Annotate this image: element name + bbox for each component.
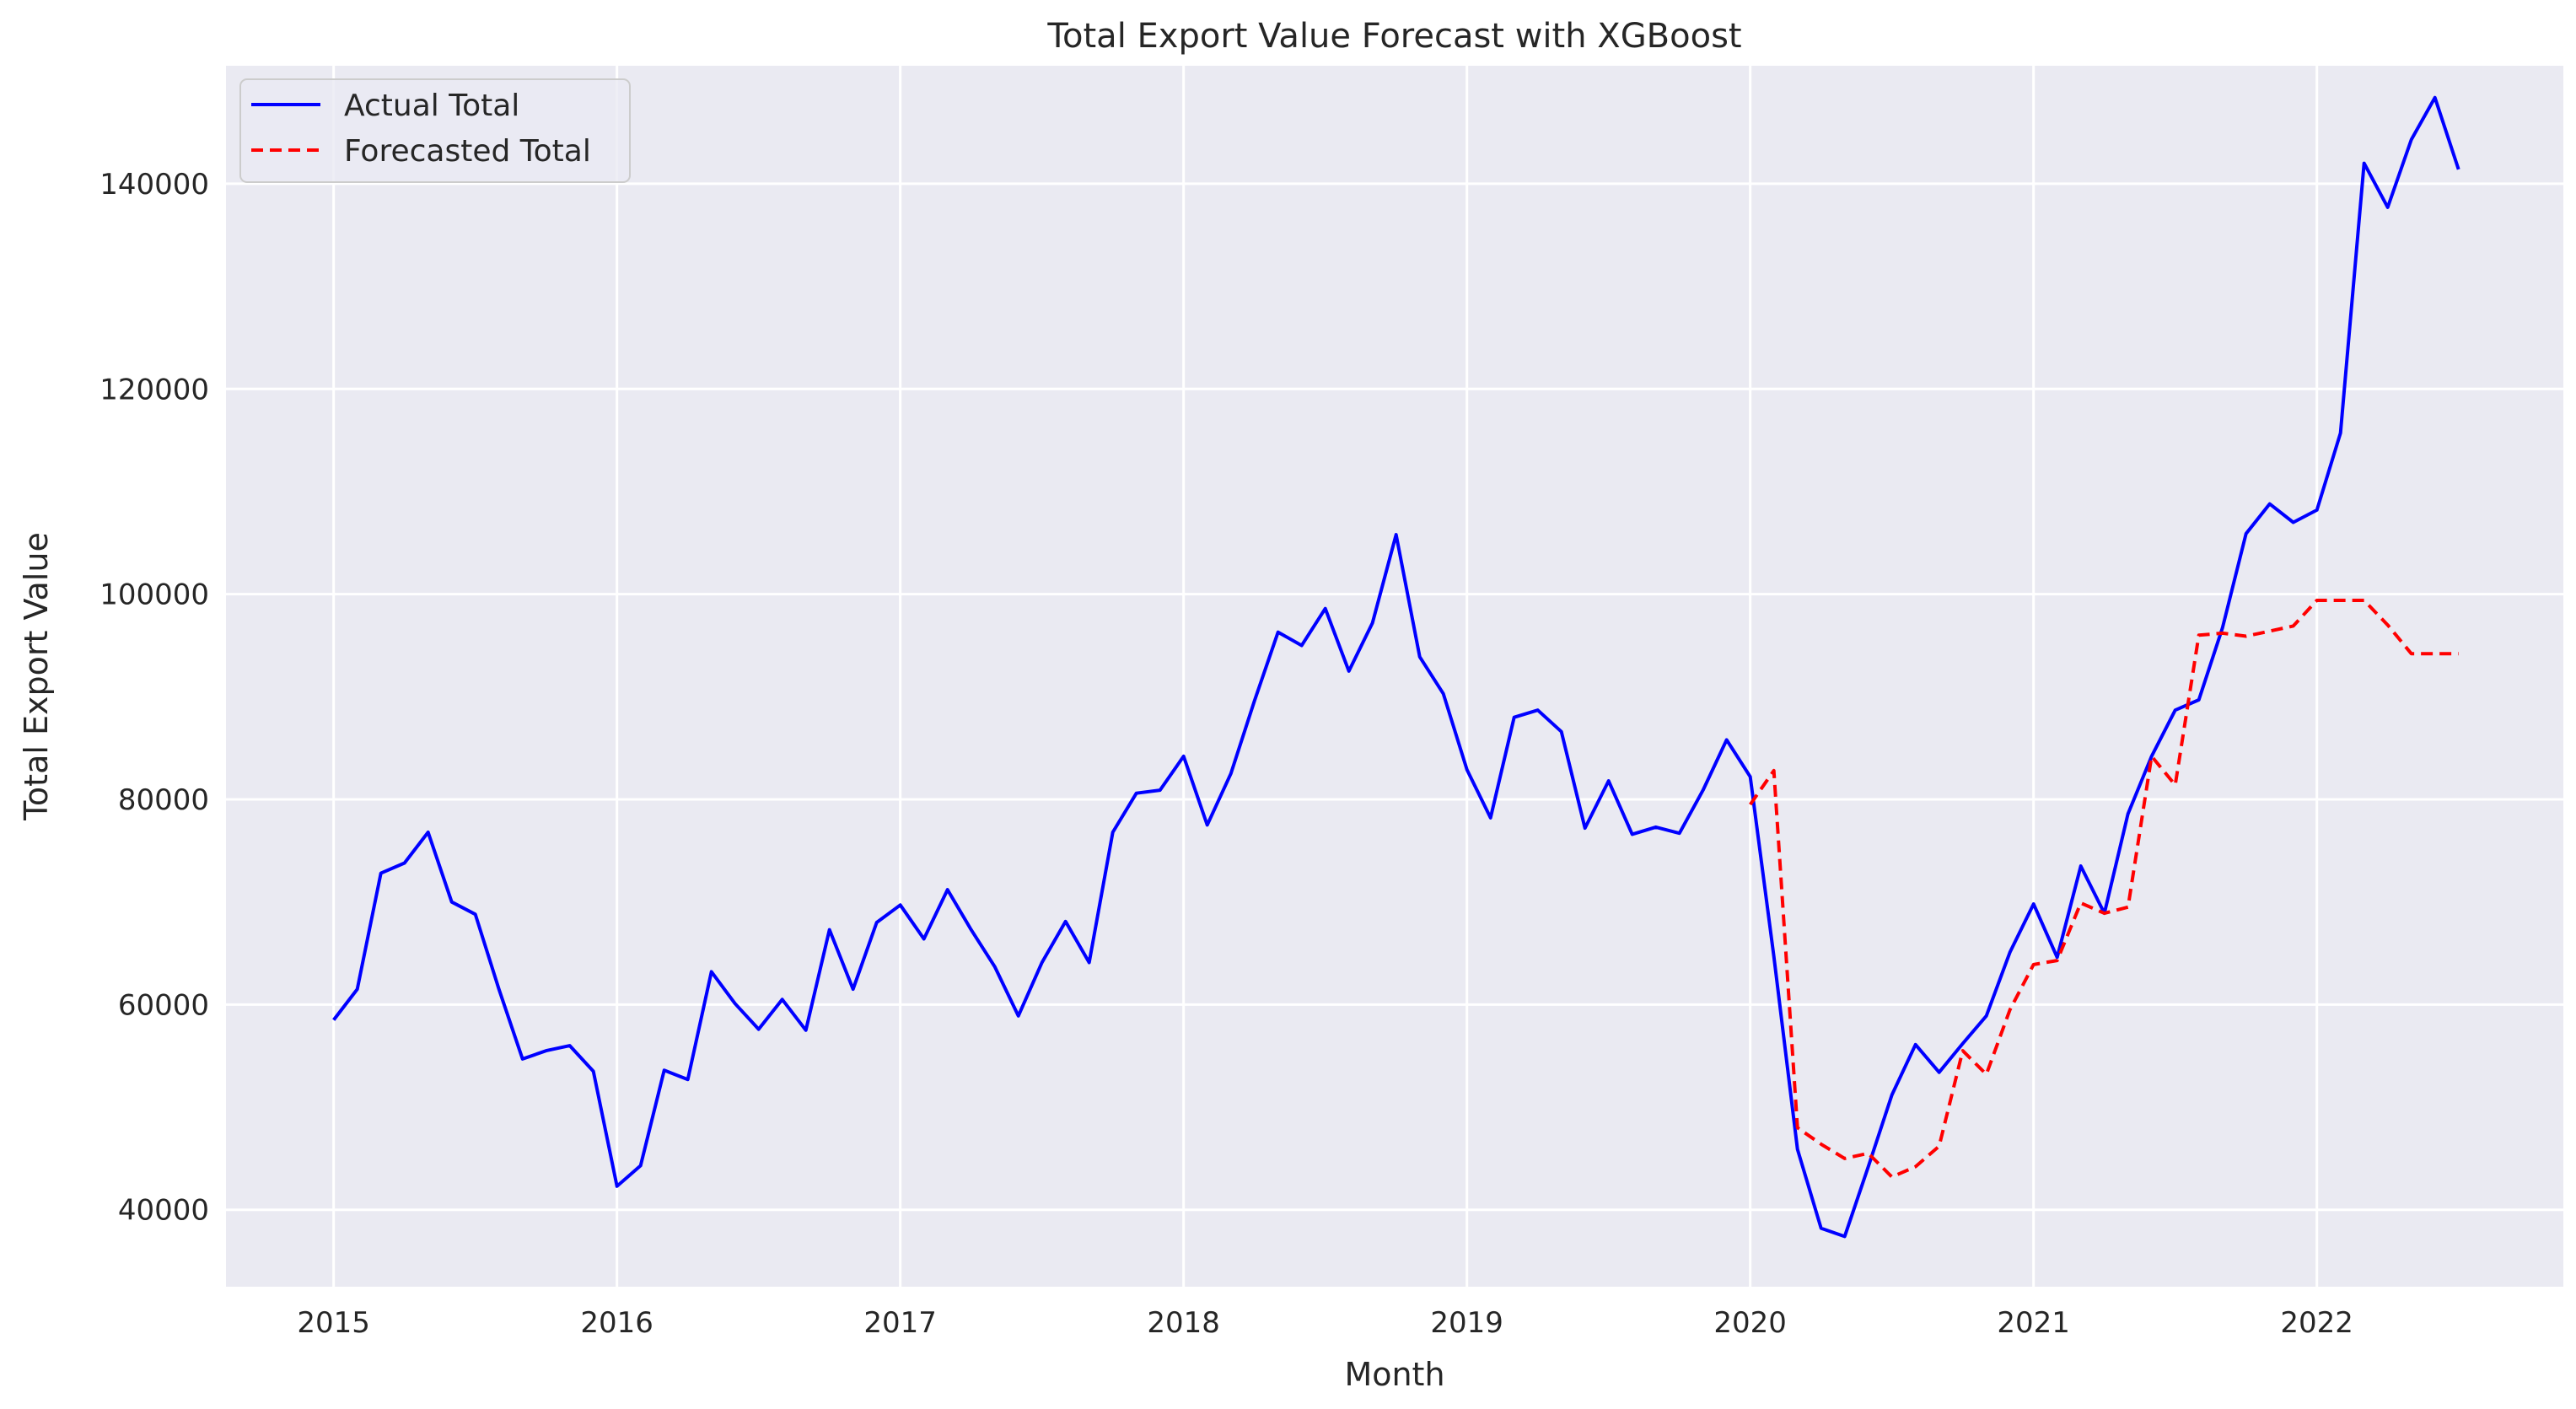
- x-tick-label: 2016: [580, 1306, 653, 1340]
- x-tick-label: 2018: [1147, 1306, 1220, 1340]
- y-tick-label: 140000: [99, 168, 209, 202]
- x-tick-label: 2017: [863, 1306, 937, 1340]
- grid: [226, 66, 2563, 1287]
- y-tick-label: 120000: [99, 373, 209, 406]
- x-tick-label: 2022: [2280, 1306, 2353, 1340]
- y-axis-title: Total Export Value: [18, 532, 55, 821]
- x-axis-title: Month: [1344, 1356, 1444, 1393]
- x-tick-label: 2020: [1713, 1306, 1787, 1340]
- y-tick-label: 40000: [118, 1194, 209, 1228]
- x-tick-label: 2019: [1430, 1306, 1503, 1340]
- legend-label-forecast: Forecasted Total: [344, 134, 591, 169]
- y-tick-label: 100000: [99, 578, 209, 612]
- x-tick-label: 2015: [297, 1306, 370, 1340]
- legend-box: [239, 78, 631, 183]
- tick-labels: 2015 2016 2017 2018 2019 2020 2021 2022 40000 600…: [99, 168, 2353, 1340]
- plot-area: [226, 66, 2563, 1287]
- series-layer: [332, 95, 2460, 1239]
- y-tick-label: 60000: [118, 988, 209, 1022]
- x-tick-label: 2021: [1997, 1306, 2070, 1340]
- y-tick-label: 80000: [118, 783, 209, 817]
- series-line-forecast: [1749, 599, 2459, 1179]
- legend: Actual Total Forecasted Total: [239, 78, 631, 183]
- chart-title: Total Export Value Forecast with XGBoost: [1046, 17, 1741, 56]
- legend-label-actual: Actual Total: [344, 89, 519, 123]
